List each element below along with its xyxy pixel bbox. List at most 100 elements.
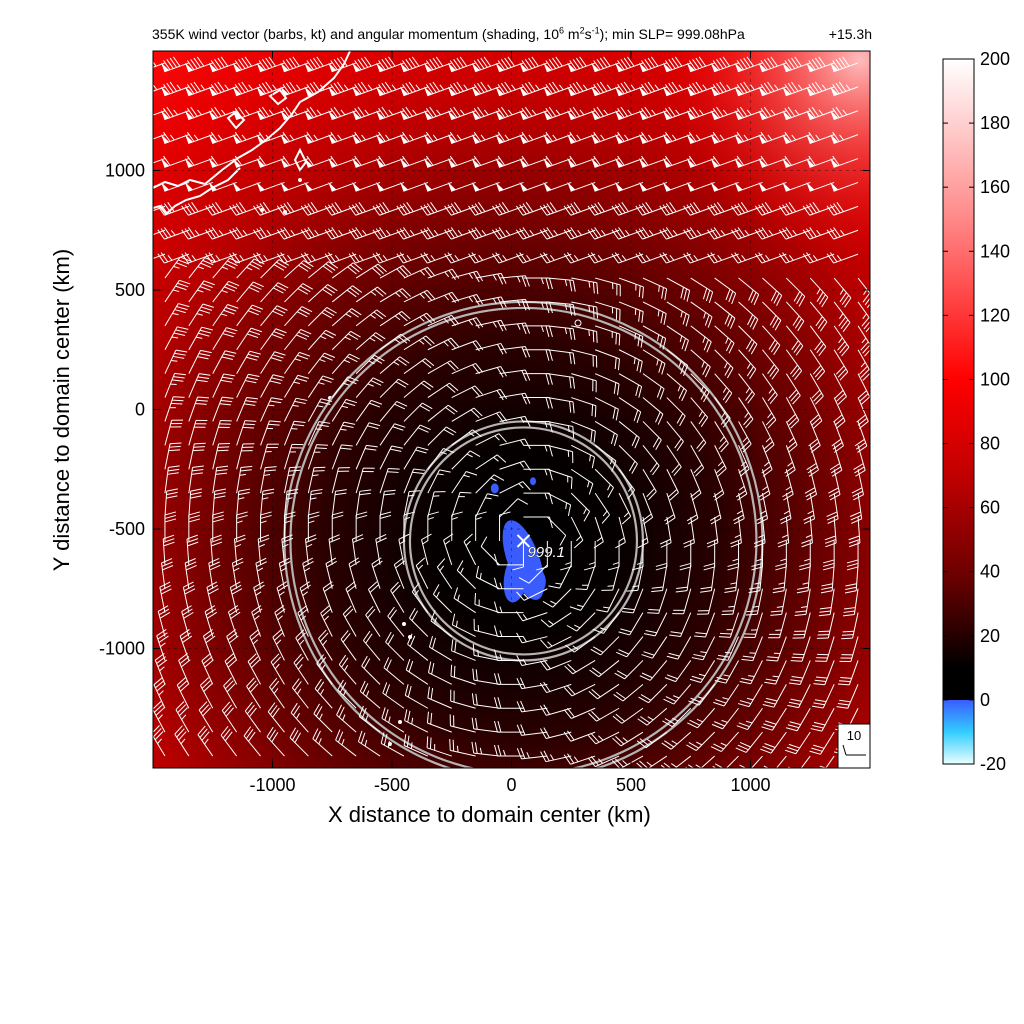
wind-barb [403,358,435,375]
wind-barb [770,588,787,616]
wind-barb [283,420,306,446]
wind-barb [712,755,739,768]
wind-barb [475,366,507,378]
wind-barb [385,631,405,661]
wind-barb [208,155,237,168]
wind-barb [188,373,211,398]
wind-barb [473,618,500,638]
wind-barb [499,346,531,358]
wind-barb [672,588,692,615]
wind-barb [493,673,524,685]
wind-barb [316,654,333,685]
wind-barb [307,421,331,446]
wind-barb [762,373,778,405]
wind-barb [345,581,357,613]
wind-barb [157,605,171,637]
colorbar-tick-label: 80 [980,434,1000,454]
wind-barb [205,202,237,216]
wind-barb [380,732,405,757]
wind-barb [304,155,333,168]
wind-barb [794,588,811,617]
wind-barb [328,131,357,145]
wind-barb [612,707,644,724]
wind-barb [348,202,381,216]
wind-barb [592,612,620,634]
island [574,319,582,327]
wind-barb [160,155,190,168]
wind-barb [714,325,735,354]
title-unit-m: m [564,26,580,42]
wind-barb [420,227,452,240]
wind-barb [716,636,740,661]
wind-barb [153,61,166,68]
wind-barb [348,227,381,240]
x-tick-label: 0 [506,775,516,795]
wind-barb [548,564,572,589]
wind-barb [212,257,241,279]
wind-barb [642,373,665,400]
wind-barb [782,181,811,192]
wind-barb [420,252,452,264]
wind-barb [539,227,572,240]
wind-barb [260,511,272,541]
wind-barb [659,227,691,240]
wind-barb [331,489,347,518]
wind-barb [493,601,524,614]
wind-barb [276,227,309,240]
wind-barb [359,680,381,709]
wind-barb [737,684,763,708]
wind-barb [659,516,672,548]
wind-barb [427,686,452,709]
wind-barb [212,327,238,351]
wind-barb [260,488,275,518]
wind-barb [691,636,716,661]
wind-barb [826,227,859,240]
wind-barb [539,202,572,216]
wind-barb [613,683,644,702]
wind-barb [411,582,429,613]
wind-barb [563,730,596,742]
wind-barb [376,56,405,73]
wind-barb [426,711,452,733]
wind-barb [782,106,811,121]
wind-barb [515,611,548,622]
wind-barb [331,353,360,374]
wind-barb [816,612,835,639]
wind-barb [547,468,573,489]
wind-barb [833,397,846,429]
wind-barb [393,557,405,589]
wind-barb [197,725,214,757]
wind-barb [224,653,238,685]
wind-barb [686,181,715,192]
wind-barb [322,581,334,613]
wind-barb [563,683,596,697]
wind-barb [519,56,548,73]
wind-barb [269,677,285,709]
wind-barb [540,750,572,763]
wind-barb [471,181,500,192]
wind-barb [471,741,500,757]
wind-barb [423,155,452,168]
wind-barb [809,373,824,405]
island [398,720,402,724]
wind-barb [811,684,835,709]
wind-barb [236,420,257,446]
wind-barb [738,397,754,429]
wind-barb [409,608,429,637]
wind-barb [721,588,740,616]
wind-barb [355,309,387,327]
wind-barb [666,325,689,352]
wind-barb [762,325,781,356]
wind-barb [763,755,787,768]
wind-barb [352,56,381,73]
wind-barb [355,263,387,279]
wind-barb [587,731,620,745]
wind-barb [666,421,684,452]
title-exp-2: 2 [579,25,585,36]
wind-barb [208,181,237,192]
wind-barb [683,516,695,548]
wind-barb [499,438,531,450]
wind-barb [280,81,309,97]
wind-barb [280,131,309,145]
wind-barb [686,155,715,168]
